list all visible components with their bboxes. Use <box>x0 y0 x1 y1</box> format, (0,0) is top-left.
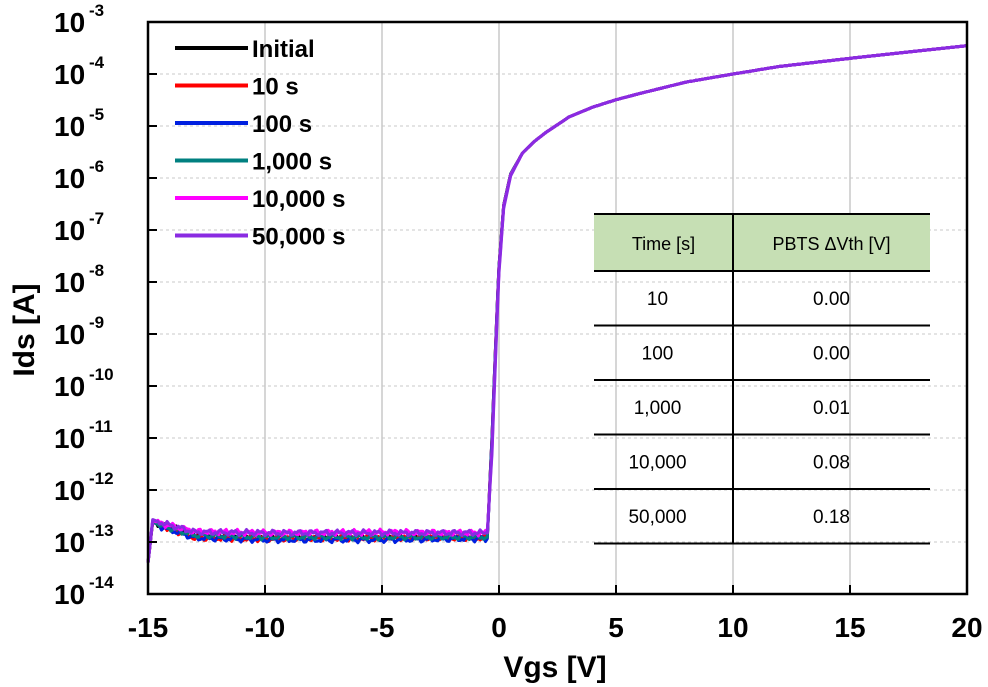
y-tick-label: 10 -4 <box>54 53 105 90</box>
table-cell: 0.08 <box>813 453 850 474</box>
y-tick-label: 10 -14 <box>54 573 114 610</box>
y-tick-base: 10 <box>54 319 85 350</box>
legend-label: Initial <box>252 36 315 63</box>
y-tick-base: 10 <box>54 423 85 454</box>
y-tick-base: 10 <box>54 527 85 558</box>
y-tick-label: 10 -7 <box>54 209 104 246</box>
y-tick-label: 10 -9 <box>54 313 104 350</box>
y-tick-label: 10 -10 <box>54 365 114 402</box>
y-tick-label: 10 -8 <box>54 261 104 298</box>
y-tick-base: 10 <box>54 215 85 246</box>
x-tick-label: -10 <box>245 612 285 643</box>
y-tick-base: 10 <box>54 475 85 506</box>
plot-border <box>146 20 969 596</box>
x-tick-label: -15 <box>128 612 168 643</box>
y-tick-exponent: -7 <box>89 209 104 228</box>
y-tick-exponent: -12 <box>89 469 114 488</box>
legend-label: 10,000 s <box>252 186 345 213</box>
table-cell: 10,000 <box>628 453 686 474</box>
table-cell: 1,000 <box>634 398 682 419</box>
table-cell: 0.18 <box>813 507 850 528</box>
y-tick-base: 10 <box>54 59 85 90</box>
x-tick-labels: -15 -10 -5 0 5 10 15 20 <box>128 612 983 643</box>
y-tick-base: 10 <box>54 371 85 402</box>
legend-label: 10 s <box>252 74 299 101</box>
x-tick-label: 10 <box>717 612 748 643</box>
y-tick-labels: 10-310-410-510-610-710-810-910-1010-1110… <box>54 1 114 610</box>
y-tick-base: 10 <box>54 579 85 610</box>
x-tick-label: 20 <box>951 612 982 643</box>
legend-label: 50,000 s <box>252 224 345 251</box>
x-tick-label: -5 <box>370 612 395 643</box>
table-cell: 0.00 <box>813 344 850 365</box>
y-tick-base: 10 <box>54 111 85 142</box>
y-tick-exponent: -6 <box>89 157 104 176</box>
y-tick-label: 10 -6 <box>54 157 104 194</box>
x-axis-title: Vgs [V] <box>503 651 606 684</box>
x-tick-label: 5 <box>608 612 624 643</box>
inset-table: Time [s] PBTS ΔVth [V] 10 0.00 100 0.00 1,000 0… <box>594 213 930 545</box>
y-tick-exponent: -11 <box>89 417 113 436</box>
table-cell: 0.00 <box>813 289 850 310</box>
table-header-cell: PBTS ΔVth [V] <box>772 234 890 254</box>
y-tick-exponent: -3 <box>89 1 104 20</box>
table-header-cell: Time [s] <box>632 234 695 254</box>
legend-label: 1,000 s <box>252 149 332 176</box>
plot-frame <box>146 20 969 596</box>
y-tick-base: 10 <box>54 7 85 38</box>
y-tick-exponent: -14 <box>89 573 114 592</box>
y-tick-label: 10 -13 <box>54 521 114 558</box>
y-tick-exponent: -4 <box>89 53 105 72</box>
y-tick-base: 10 <box>54 267 85 298</box>
y-tick-exponent: -5 <box>89 105 104 124</box>
y-tick-label: 10 -12 <box>54 469 114 506</box>
y-tick-label: 10 -3 <box>54 1 104 38</box>
series-line <box>146 44 968 563</box>
legend: Initial 10 s 100 s 1,000 s 10,000 s 50,000 s <box>175 36 345 251</box>
table-cell: 10 <box>647 289 668 310</box>
y-tick-label: 10 -11 <box>54 417 113 454</box>
table-cell: 0.01 <box>813 398 850 419</box>
y-axis-title: Ids [A] <box>8 283 41 376</box>
plot-series <box>146 44 968 563</box>
table-cell: 50,000 <box>628 507 686 528</box>
table-cell: 100 <box>642 344 674 365</box>
y-tick-exponent: -9 <box>89 313 104 332</box>
legend-label: 100 s <box>252 111 312 138</box>
y-tick-exponent: -8 <box>89 261 104 280</box>
y-tick-label: 10 -5 <box>54 105 104 142</box>
y-tick-exponent: -10 <box>89 365 114 384</box>
y-tick-base: 10 <box>54 163 85 194</box>
y-tick-exponent: -13 <box>89 521 114 540</box>
table-header-bg <box>594 214 930 271</box>
x-tick-label: 15 <box>834 612 865 643</box>
x-tick-label: 0 <box>491 612 507 643</box>
